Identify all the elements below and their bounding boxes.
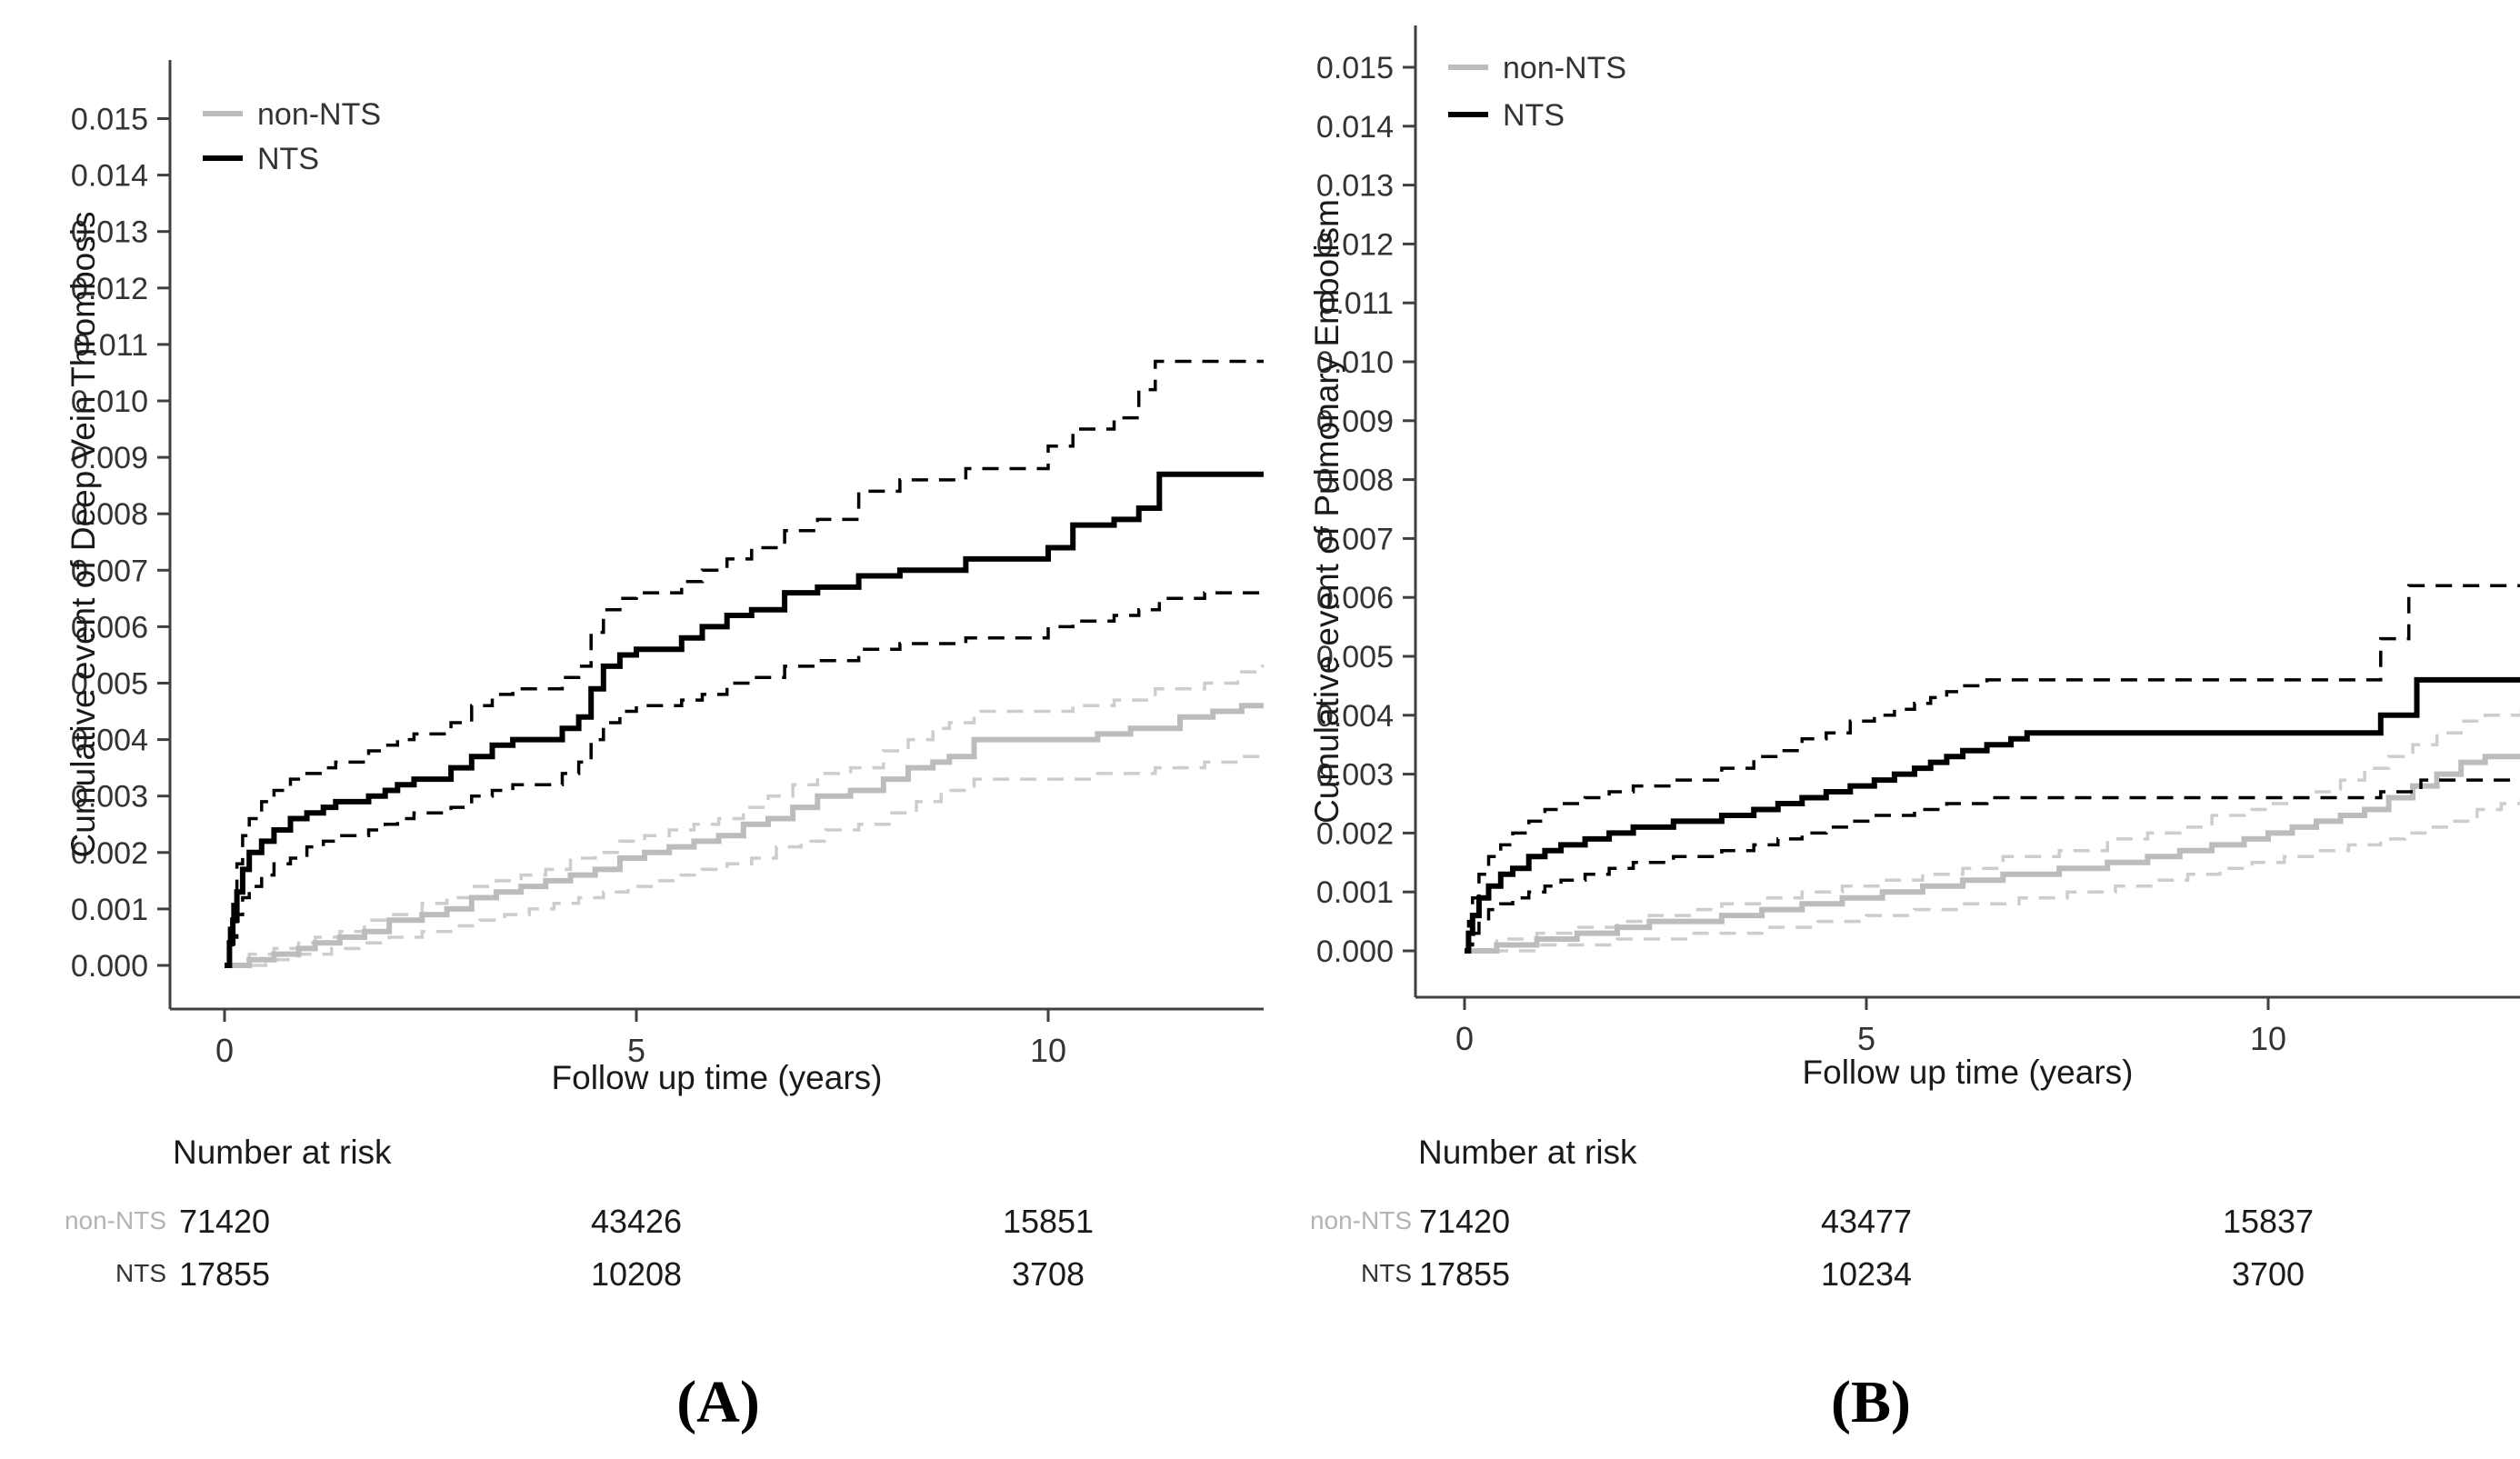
series-nts: [1465, 676, 2520, 954]
y-tick-label: 0.000: [71, 949, 148, 984]
y-tick-label: 0.008: [1316, 464, 1394, 498]
y-tick-label: 0.002: [1316, 816, 1394, 851]
x-tick-label: 10: [2250, 1020, 2286, 1057]
y-tick-label: 0.009: [71, 441, 148, 475]
y-tick-label: 0.003: [1316, 758, 1394, 793]
series-non-nts: [225, 703, 1264, 968]
series-nts-lower-95-ci: [225, 591, 1264, 967]
y-tick-label: 0.002: [71, 836, 148, 871]
legend: non-NTS NTS: [1448, 51, 1626, 133]
y-tick-label: 0.015: [1316, 51, 1394, 85]
y-tick-label: 0.007: [71, 554, 148, 588]
y-tick-label: 0.001: [1316, 875, 1394, 910]
y-tick-label: 0.004: [1316, 699, 1394, 734]
y-tick-label: 0.000: [1316, 934, 1394, 969]
legend: non-NTS NTS: [203, 97, 381, 176]
series-nts-upper-95-ci: [1465, 584, 2520, 953]
y-tick-label: 0.013: [1316, 169, 1394, 204]
series-non-nts: [1465, 754, 2520, 954]
y-tick-label: 0.003: [71, 780, 148, 814]
panel-a-caption: (A): [676, 1369, 760, 1435]
legend-label: NTS: [257, 142, 319, 176]
x-axis-title: Follow up time (years): [1803, 1054, 2134, 1091]
x-tick-label: 5: [627, 1032, 645, 1069]
y-tick-label: 0.008: [71, 497, 148, 532]
y-tick-label: 0.013: [71, 215, 148, 250]
y-tick-label: 0.006: [71, 610, 148, 645]
y-tick-label: 0.015: [71, 103, 148, 137]
y-tick-label: 0.001: [71, 893, 148, 927]
series-non-nts-upper-95-ci: [1465, 707, 2520, 953]
x-tick-label: 5: [1857, 1020, 1875, 1057]
x-tick-label: 10: [1030, 1032, 1066, 1069]
y-ticks: 0.000 0.001 0.002 0.003 0.004 0.005 0.006 0.007…: [71, 103, 170, 984]
panel-a: 0.000 0.001 0.002 0.003 0.004 0.005 0.006 0.007…: [65, 60, 1265, 1096]
legend-label: non-NTS: [1503, 51, 1626, 85]
y-tick-label: 0.009: [1316, 405, 1394, 439]
panel-b-caption: (B): [1831, 1369, 1911, 1435]
curves: [1465, 584, 2520, 954]
series-nts-upper-95-ci: [225, 359, 1264, 967]
x-tick-label: 0: [1455, 1020, 1474, 1057]
series-nts: [225, 471, 1264, 968]
y-tick-label: 0.005: [1316, 640, 1394, 675]
y-tick-label: 0.005: [71, 667, 148, 702]
y-tick-label: 0.012: [1316, 227, 1394, 262]
x-tick-label: 0: [215, 1032, 234, 1069]
y-tick-label: 0.011: [1318, 286, 1394, 321]
y-tick-label: 0.004: [71, 724, 148, 758]
y-tick-label: 0.010: [71, 385, 148, 419]
legend-label: NTS: [1503, 98, 1565, 133]
y-tick-label: 0.007: [1316, 522, 1394, 556]
legend-label: non-NTS: [257, 97, 381, 132]
y-ticks: 0.000 0.001 0.002 0.003 0.004 0.005 0.006 0.007…: [1316, 51, 1415, 969]
x-ticks: 0 5 10: [215, 1009, 1066, 1069]
y-tick-label: 0.014: [1316, 110, 1394, 145]
series-non-nts-lower-95-ci: [1465, 795, 2520, 953]
y-axis-title: Cumulative event of Deep Vein Thrombosis: [65, 212, 102, 858]
series-non-nts-lower-95-ci: [225, 754, 1264, 967]
series-nts-lower-95-ci: [1465, 778, 2520, 953]
x-axis-title: Follow up time (years): [552, 1059, 883, 1096]
panel-b: 0.000 0.001 0.002 0.003 0.004 0.005 0.006 0.007…: [1308, 25, 2520, 1091]
y-tick-label: 0.012: [71, 272, 148, 306]
y-tick-label: 0.006: [1316, 581, 1394, 615]
curves: [225, 359, 1265, 968]
y-axis-title: Cumulative event of Pulmonary Embolism: [1308, 199, 1345, 824]
x-ticks: 0 5 10: [1455, 997, 2286, 1057]
y-tick-label: 0.011: [73, 328, 148, 363]
y-tick-label: 0.014: [71, 159, 148, 194]
series-non-nts-upper-95-ci: [225, 665, 1265, 967]
y-tick-label: 0.010: [1316, 345, 1394, 380]
